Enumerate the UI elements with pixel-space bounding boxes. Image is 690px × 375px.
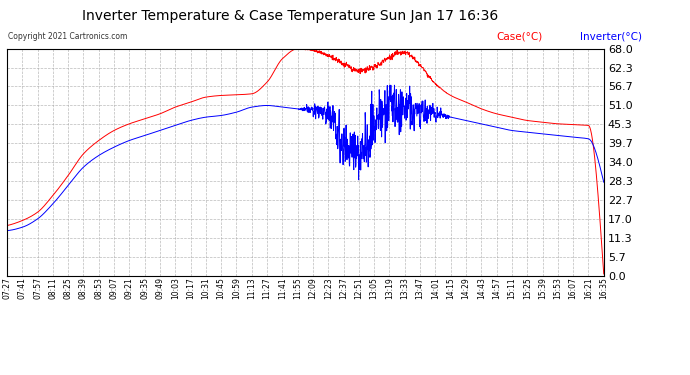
Text: Inverter Temperature & Case Temperature Sun Jan 17 16:36: Inverter Temperature & Case Temperature …: [81, 9, 498, 23]
Text: Copyright 2021 Cartronics.com: Copyright 2021 Cartronics.com: [8, 32, 128, 41]
Text: Case(°C): Case(°C): [497, 32, 543, 42]
Text: Inverter(°C): Inverter(°C): [580, 32, 642, 42]
